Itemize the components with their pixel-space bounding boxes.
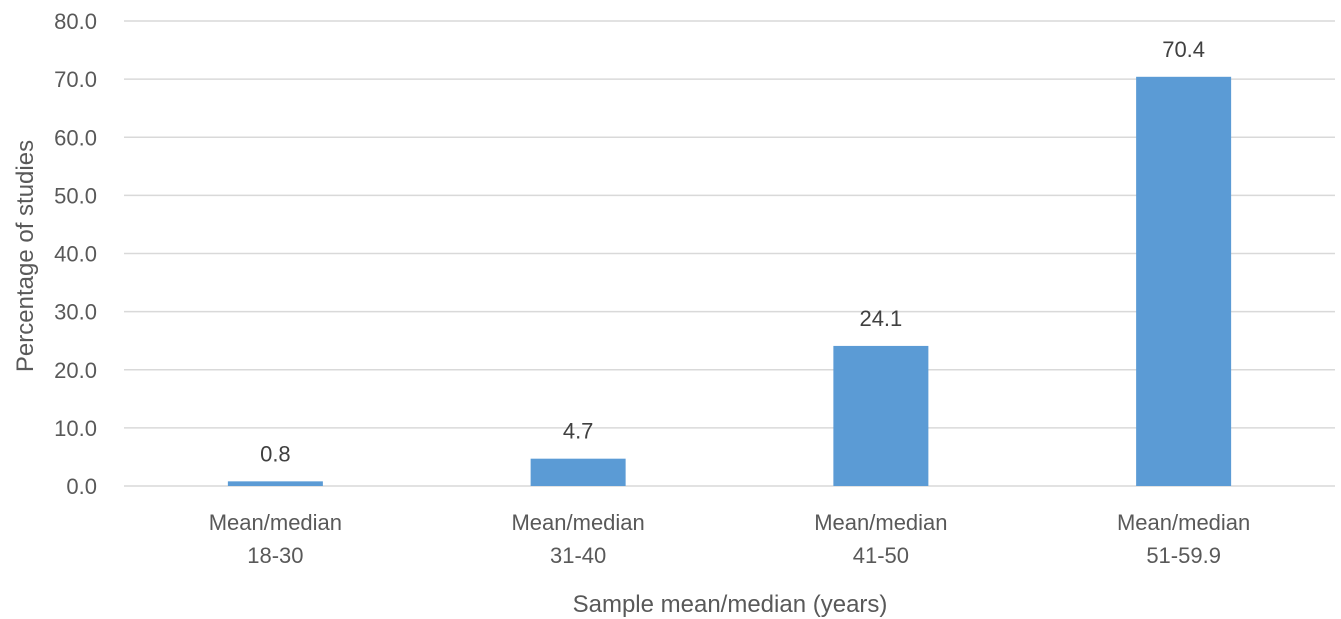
- y-tick-label: 30.0: [54, 300, 97, 325]
- x-category-label: Mean/median: [511, 510, 644, 535]
- data-label: 70.4: [1162, 37, 1205, 62]
- data-label: 24.1: [859, 306, 902, 331]
- gridlines: [124, 20, 1335, 487]
- x-category-label: Mean/median: [1117, 510, 1250, 535]
- x-category-label: Mean/median: [209, 510, 342, 535]
- x-category-label: 18-30: [247, 543, 303, 568]
- y-axis-title: Percentage of studies: [12, 140, 39, 372]
- y-tick-label: 60.0: [54, 125, 97, 150]
- data-label: 0.8: [260, 441, 291, 466]
- y-tick-label: 70.0: [54, 67, 97, 92]
- bar: [227, 481, 323, 486]
- x-category-label: Mean/median: [814, 510, 947, 535]
- x-category-label: 51-59.9: [1146, 543, 1221, 568]
- y-tick-label: 80.0: [54, 9, 97, 34]
- y-tick-label: 50.0: [54, 183, 97, 208]
- y-tick-label: 40.0: [54, 242, 97, 267]
- y-tick-label: 20.0: [54, 358, 97, 383]
- bar: [833, 345, 929, 486]
- y-axis-ticks: 0.0 10.0 20.0 30.0 40.0 50.0 60.0 70.0 80.0: [54, 9, 97, 499]
- x-category-label: 41-50: [853, 543, 909, 568]
- x-axis-title: Sample mean/median (years): [573, 591, 888, 618]
- data-labels: 0.8 4.7 24.1 70.4: [260, 37, 1205, 467]
- y-tick-label: 10.0: [54, 416, 97, 441]
- x-category-label: 31-40: [550, 543, 606, 568]
- bar: [530, 458, 626, 486]
- data-label: 4.7: [563, 419, 594, 444]
- x-axis-categories: Mean/median 18-30 Mean/median 31-40 Mean/med…: [209, 510, 1251, 568]
- bar: [1136, 76, 1232, 487]
- y-tick-label: 0.0: [66, 474, 97, 499]
- bars: [227, 76, 1232, 487]
